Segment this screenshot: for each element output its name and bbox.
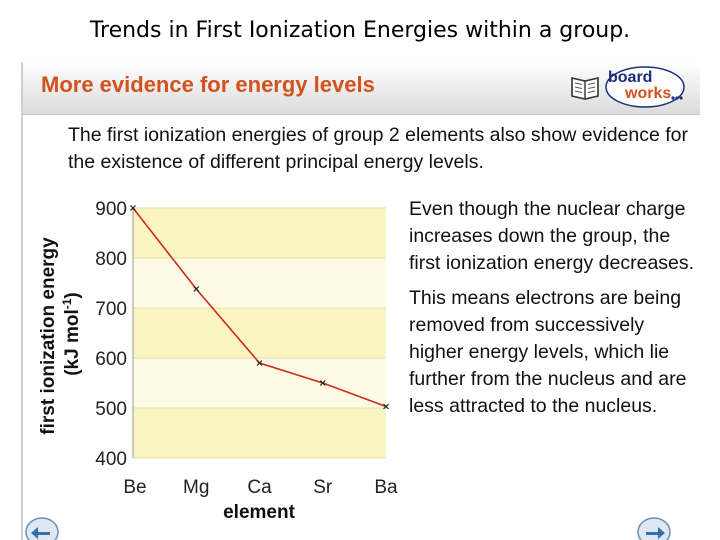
logo-board-text: board [608, 69, 653, 86]
boardworks-logo: board works [605, 66, 685, 108]
explanation-paragraph-2: This means electrons are being removed f… [409, 287, 687, 417]
book-icon[interactable] [569, 70, 601, 102]
intro-text: The first ionization energies of group 2… [68, 124, 689, 173]
slide: More evidence for energy levels board wo… [21, 62, 700, 540]
page-title: Trends in First Ionization Energies with… [89, 18, 631, 43]
explanation-text: Even though the nuclear charge increases… [409, 196, 699, 428]
back-arrow-icon[interactable] [24, 512, 60, 540]
slide-header: More evidence for energy levels board wo… [23, 62, 700, 115]
forward-arrow-icon[interactable] [636, 512, 672, 540]
slide-title: More evidence for energy levels [41, 72, 375, 97]
logo-works-text: works [625, 85, 672, 102]
explanation-paragraph-1: Even though the nuclear charge increases… [409, 198, 695, 274]
